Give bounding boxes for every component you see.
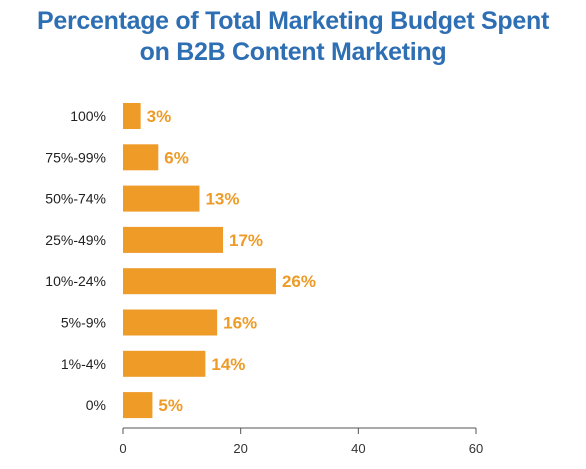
x-tick-label-60: 60 xyxy=(469,441,483,456)
value-label-6: 16% xyxy=(223,314,257,333)
bar-5 xyxy=(123,268,276,295)
bar-2 xyxy=(123,144,159,171)
chart-title-line-2: on B2B Content Marketing xyxy=(139,38,447,66)
x-tick-label-0: 0 xyxy=(119,441,126,456)
bar-4 xyxy=(123,226,224,253)
x-axis: 0 20 40 60 xyxy=(119,427,483,456)
category-label-8: 0% xyxy=(86,397,106,413)
category-label-2: 75%-99% xyxy=(45,149,106,165)
category-label-5: 10%-24% xyxy=(45,273,106,289)
value-label-8: 5% xyxy=(158,396,183,415)
category-label-3: 50%-74% xyxy=(45,191,106,207)
value-label-7: 14% xyxy=(211,355,245,374)
x-tick-label-20: 20 xyxy=(233,441,247,456)
bar-6 xyxy=(123,309,218,336)
x-tick-label-40: 40 xyxy=(351,441,365,456)
bars-group xyxy=(123,103,276,419)
value-label-1: 3% xyxy=(147,107,172,126)
category-labels-group: 100% 75%-99% 50%-74% 25%-49% 10%-24% 5%-9% 1%-… xyxy=(45,108,106,413)
value-label-5: 26% xyxy=(282,272,316,291)
bar-1 xyxy=(123,103,141,129)
value-label-4: 17% xyxy=(229,231,263,250)
chart-title-line-1: Percentage of Total Marketing Budget Spe… xyxy=(37,7,549,35)
bar-7 xyxy=(123,350,206,377)
category-label-1: 100% xyxy=(70,108,106,124)
bar-3 xyxy=(123,185,200,212)
category-label-6: 5%-9% xyxy=(61,315,106,331)
bar-8 xyxy=(123,392,153,419)
category-label-4: 25%-49% xyxy=(45,232,106,248)
value-label-3: 13% xyxy=(205,190,239,209)
chart-title: Percentage of Total Marketing Budget Spe… xyxy=(0,6,586,68)
value-label-2: 6% xyxy=(164,148,189,167)
value-labels-group: 3% 6% 13% 17% 26% 16% 14% 5% xyxy=(147,107,316,415)
category-label-7: 1%-4% xyxy=(61,356,106,372)
